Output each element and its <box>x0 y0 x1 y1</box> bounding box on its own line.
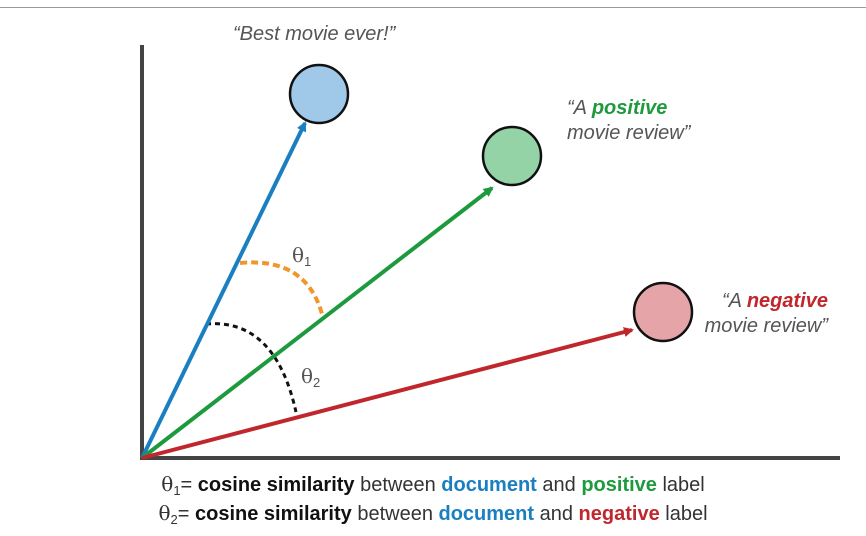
theta1-arc <box>239 260 324 315</box>
positive-label-vector <box>140 186 494 460</box>
caption2-label: label <box>659 503 708 525</box>
caption1-theta: θ <box>161 472 174 496</box>
caption2-sub: 2 <box>170 512 178 527</box>
caption2-eq: = <box>177 503 196 525</box>
document-vector <box>140 121 307 459</box>
caption-line-2: θ2= cosine similarity between document a… <box>0 499 866 534</box>
theta1-symbol: θ <box>292 243 305 267</box>
caption1-metric: cosine similarity <box>197 474 355 496</box>
negative-label-vector <box>141 327 634 460</box>
caption2-metric: cosine similarity <box>195 503 352 525</box>
caption2-between: between <box>351 503 439 525</box>
document-circle <box>288 63 350 125</box>
caption2-negative: negative <box>578 503 660 525</box>
negative-text-label: “A negative movie review” <box>690 289 828 339</box>
theta2-symbol: θ <box>301 364 314 388</box>
theta2-arc <box>205 322 298 413</box>
caption-line-1: θ1= cosine similarity between document a… <box>0 470 866 505</box>
caption1-and: and <box>536 474 582 496</box>
caption1-eq: = <box>180 474 198 496</box>
positive-text-label: “A positive movie review” <box>567 96 690 146</box>
theta1-label: θ1 <box>292 243 311 269</box>
positive-text-line2: movie review” <box>567 122 691 144</box>
document-text: “Best movie ever!” <box>233 23 396 45</box>
caption1-positive: positive <box>581 474 657 496</box>
theta2-label: θ2 <box>301 364 320 390</box>
negative-label-circle <box>632 281 694 343</box>
caption2-document: document <box>438 503 535 525</box>
caption2-and: and <box>534 503 579 525</box>
positive-quote-open: “A <box>567 97 592 119</box>
theta1-subscript: 1 <box>304 254 312 269</box>
top-rule <box>0 7 866 8</box>
caption2-theta: θ <box>158 501 171 525</box>
caption1-document: document <box>441 474 537 496</box>
positive-label-circle <box>481 125 543 187</box>
document-text-label: “Best movie ever!” <box>233 22 395 47</box>
positive-word: positive <box>591 97 668 119</box>
negative-text-line2: movie review” <box>704 315 828 337</box>
caption1-between: between <box>354 474 442 496</box>
caption1-label: label <box>656 474 705 496</box>
negative-word: negative <box>746 290 828 312</box>
negative-quote-open: “A <box>722 290 747 312</box>
caption1-sub: 1 <box>173 483 181 498</box>
theta2-subscript: 2 <box>313 375 321 390</box>
